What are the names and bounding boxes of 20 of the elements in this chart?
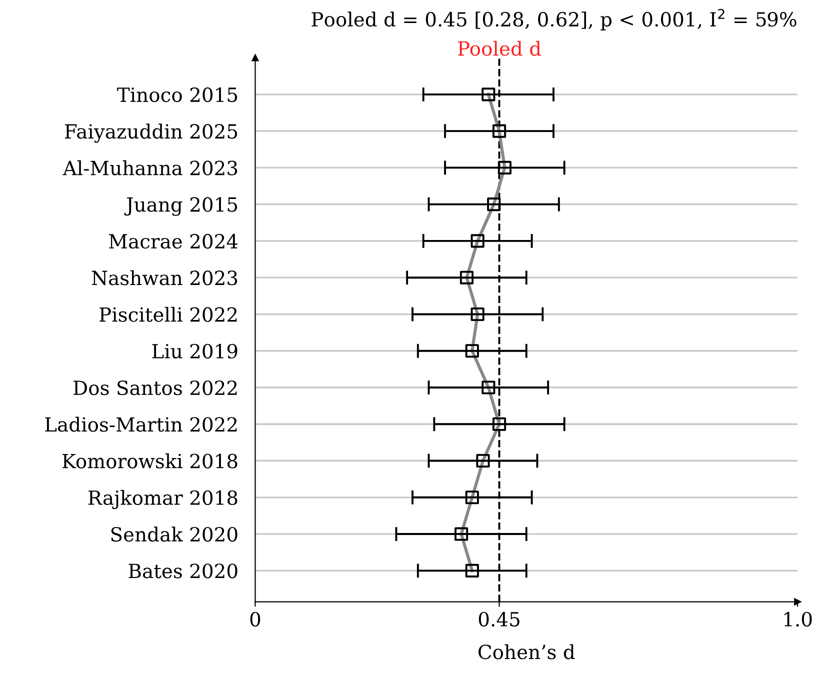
y-tick-label: Piscitelli 2022 [100,306,237,322]
y-tick-label: Komorowski 2018 [62,453,238,468]
y-tick-label: Nashwan 2023 [92,270,238,286]
x-axis-title: Cohen’s d [478,644,575,660]
y-tick-label: Rajkomar 2018 [88,490,238,510]
chart-title: Pooled d = 0.45 [0.28, 0.62], p < 0.001, I$^{2}$ = 59% [312,8,796,30]
y-tick-label: Sendak 2020 [111,526,238,542]
y-tick-label: Juang 2015 [124,197,238,216]
x-tick-label: 0 [250,612,260,627]
y-tick-label: Al-Muhanna 2023 [62,160,238,176]
y-tick-label: Tinoco 2015 [117,87,238,102]
y-tick-label: Ladios-Martin 2022 [45,416,237,432]
x-tick-label: 0.45 [478,612,520,627]
y-tick-label: Liu 2019 [152,344,238,359]
y-tick-label: Faiyazuddin 2025 [64,124,238,143]
ref-line-label: Pooled d [458,40,541,56]
y-tick-label: Bates 2020 [128,564,238,578]
x-tick-label: 1.0 [784,612,812,627]
y-tick-label: Macrae 2024 [109,234,238,249]
y-tick-label: Dos Santos 2022 [74,380,237,396]
